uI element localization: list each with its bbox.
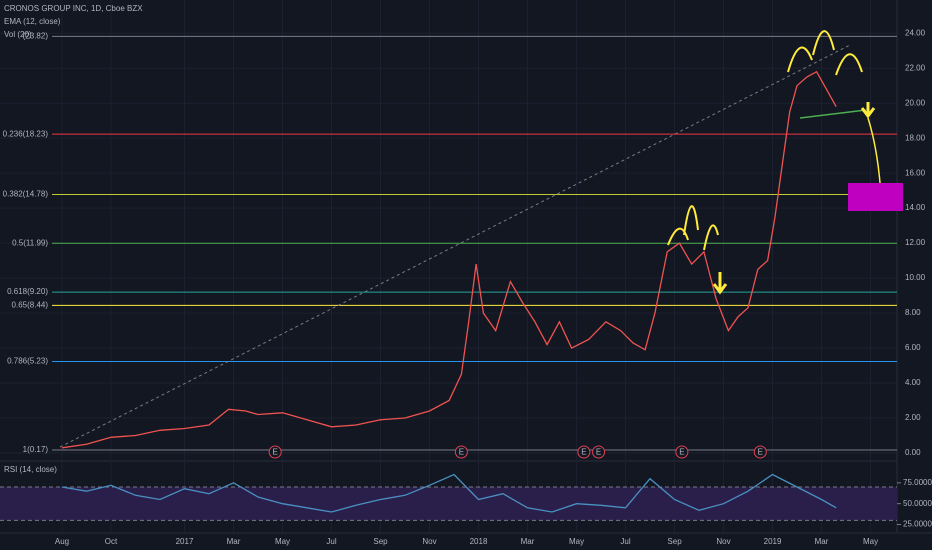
fib-label: 0.236(18.23) <box>3 129 49 138</box>
y-tick-label: 2.00 <box>905 413 921 422</box>
y-tick-label: 10.00 <box>905 273 926 282</box>
x-tick-label: 2018 <box>470 537 488 546</box>
right-shoulder <box>703 224 719 251</box>
neckline <box>799 109 867 119</box>
price-line <box>61 70 837 449</box>
x-tick-label: May <box>569 537 584 546</box>
earnings-marker <box>592 445 606 459</box>
left-shoulder <box>787 46 813 73</box>
y-tick-label: 22.00 <box>905 63 926 72</box>
arrow <box>712 272 728 295</box>
x-tick-label: Mar <box>227 537 241 546</box>
x-tick-label: Jul <box>326 537 336 546</box>
y-tick-label: 4.00 <box>905 378 921 387</box>
earnings-marker <box>577 445 591 459</box>
y-tick-label: 20.00 <box>905 98 926 107</box>
fib-label: (23.82) <box>23 31 49 40</box>
fib-label: 1(0.17) <box>23 445 49 454</box>
fib-label: 0.618(9.20) <box>7 287 48 296</box>
rsi-line <box>61 473 837 513</box>
y-tick-label: 24.00 <box>905 28 926 37</box>
y-tick-label: 14.00 <box>905 203 926 212</box>
x-tick-label: Jul <box>620 537 630 546</box>
right-shoulder <box>835 53 863 76</box>
earnings-label: E <box>581 448 586 457</box>
fib-label: 0.786(5.23) <box>7 357 48 366</box>
x-tick-label: 2019 <box>764 537 782 546</box>
earnings-marker <box>454 445 468 459</box>
target-box <box>848 183 903 211</box>
earnings-marker <box>675 445 689 459</box>
fib-label: 0.382(14.78) <box>3 190 49 199</box>
left-shoulder <box>667 227 689 246</box>
y-tick-label: 6.00 <box>905 343 921 352</box>
rsi-tick-label: 50.0000 <box>903 499 932 508</box>
fib-label: 0.5(11.99) <box>12 238 48 247</box>
earnings-marker <box>268 445 282 459</box>
earnings-label: E <box>272 448 277 457</box>
arrow <box>860 102 876 119</box>
fib-label: 0.65(8.44) <box>12 300 49 309</box>
x-tick-label: 2017 <box>176 537 194 546</box>
indicator-label: Vol (20) <box>4 30 32 39</box>
y-tick-label: 16.00 <box>905 168 926 177</box>
x-tick-label: Nov <box>422 537 436 546</box>
x-tick-label: Sep <box>373 537 388 546</box>
earnings-label: E <box>679 448 684 457</box>
x-tick-label: May <box>863 537 878 546</box>
x-tick-label: Mar <box>815 537 829 546</box>
head <box>683 205 699 236</box>
y-tick-label: 18.00 <box>905 133 926 142</box>
x-tick-label: Nov <box>716 537 730 546</box>
x-tick-label: May <box>275 537 290 546</box>
rsi-tick-label: 75.0000 <box>903 478 932 487</box>
earnings-marker <box>753 445 767 459</box>
chart-title: CRONOS GROUP INC, 1D, Cboe BZX <box>4 4 143 13</box>
y-tick-label: 0.00 <box>905 448 921 457</box>
y-tick-label: 8.00 <box>905 308 921 317</box>
earnings-label: E <box>758 448 763 457</box>
rsi-tick-label: 25.0000 <box>903 520 932 529</box>
x-tick-label: Aug <box>55 537 69 546</box>
earnings-label: E <box>596 448 601 457</box>
indicator-label: EMA (12, close) <box>4 17 61 26</box>
head <box>812 30 835 56</box>
trend-line <box>59 44 851 448</box>
x-tick-label: Mar <box>521 537 535 546</box>
earnings-label: E <box>459 448 464 457</box>
y-tick-label: 12.00 <box>905 238 926 247</box>
x-tick-label: Oct <box>105 537 118 546</box>
rsi-title: RSI (14, close) <box>4 465 57 474</box>
drawings <box>59 30 903 448</box>
x-tick-label: Sep <box>667 537 682 546</box>
rsi-band <box>0 487 897 521</box>
